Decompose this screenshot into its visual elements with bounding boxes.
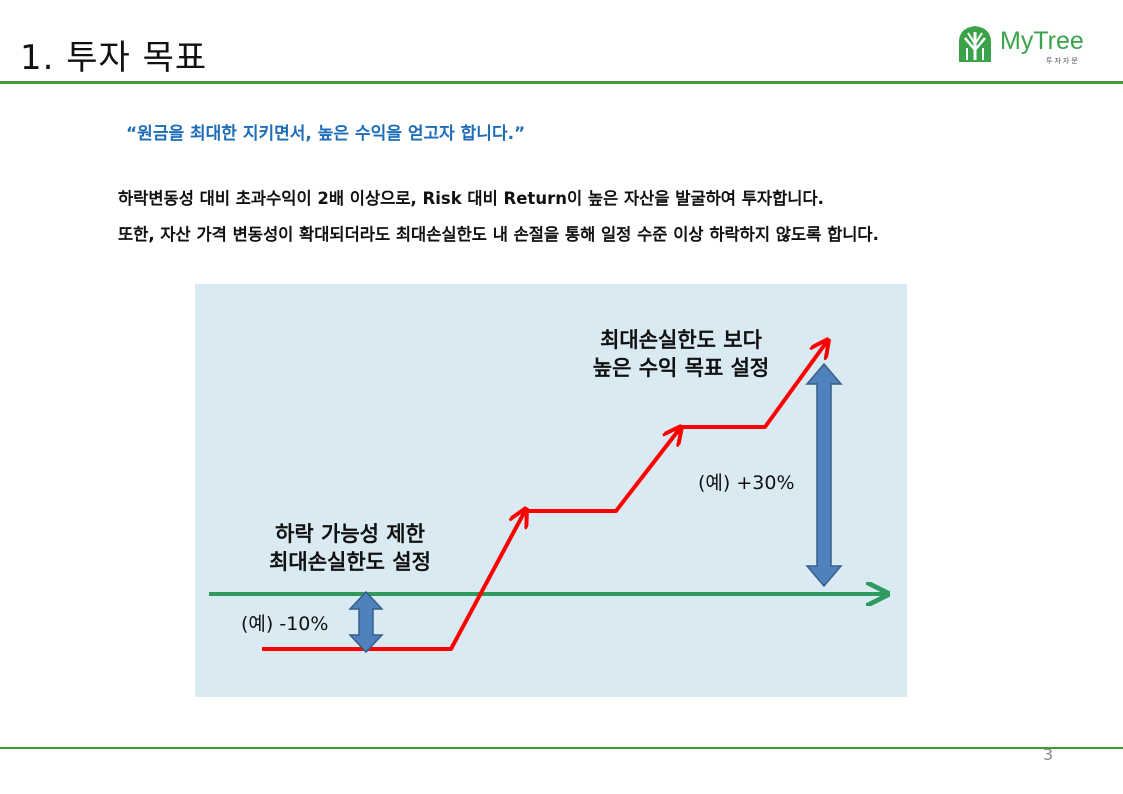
logo-name: MyTree [1000, 27, 1084, 55]
lower-range-arrow [348, 590, 384, 654]
upper-target-value: (예) +30% [698, 472, 795, 494]
strategy-line-1: 하락변동성 대비 초과수익이 2배 이상으로, Risk 대비 Return이 … [118, 189, 824, 208]
upper-target-label: 최대손실한도 보다 높은 수익 목표 설정 [571, 326, 791, 382]
return-path-segment-3 [681, 340, 828, 429]
page-number: 3 [1043, 745, 1054, 764]
mytree-logo: MyTree 투자자문 [955, 24, 1095, 66]
page-title: 1. 투자 목표 [20, 38, 208, 78]
loss-limit-value: (예) -10% [241, 613, 329, 635]
return-target-diagram: 최대손실한도 보다 높은 수익 목표 설정 (예) +30% 하락 가능성 제한… [195, 284, 907, 697]
loss-limit-label: 하락 가능성 제한 최대손실한도 설정 [240, 520, 460, 576]
goal-quote: “원금을 최대한 지키면서, 높은 수익을 얻고자 합니다.” [126, 124, 526, 144]
tree-icon [959, 26, 991, 62]
return-path-segment-1 [262, 509, 526, 651]
header-divider [0, 81, 1123, 84]
diagram-graphic [209, 284, 907, 654]
logo-subtitle: 투자자문 [1046, 57, 1080, 65]
return-path-segment-2 [526, 427, 681, 513]
loss-limit-label-line-1: 하락 가능성 제한 [275, 522, 425, 546]
loss-limit-label-line-2: 최대손실한도 설정 [269, 550, 431, 574]
footer-divider [0, 747, 1123, 749]
upper-target-label-line-2: 높은 수익 목표 설정 [592, 356, 770, 380]
upper-range-arrow [805, 362, 843, 588]
upper-target-label-line-1: 최대손실한도 보다 [600, 328, 762, 352]
strategy-line-2: 또한, 자산 가격 변동성이 확대되더라도 최대손실한도 내 손절을 통해 일정… [118, 225, 879, 244]
